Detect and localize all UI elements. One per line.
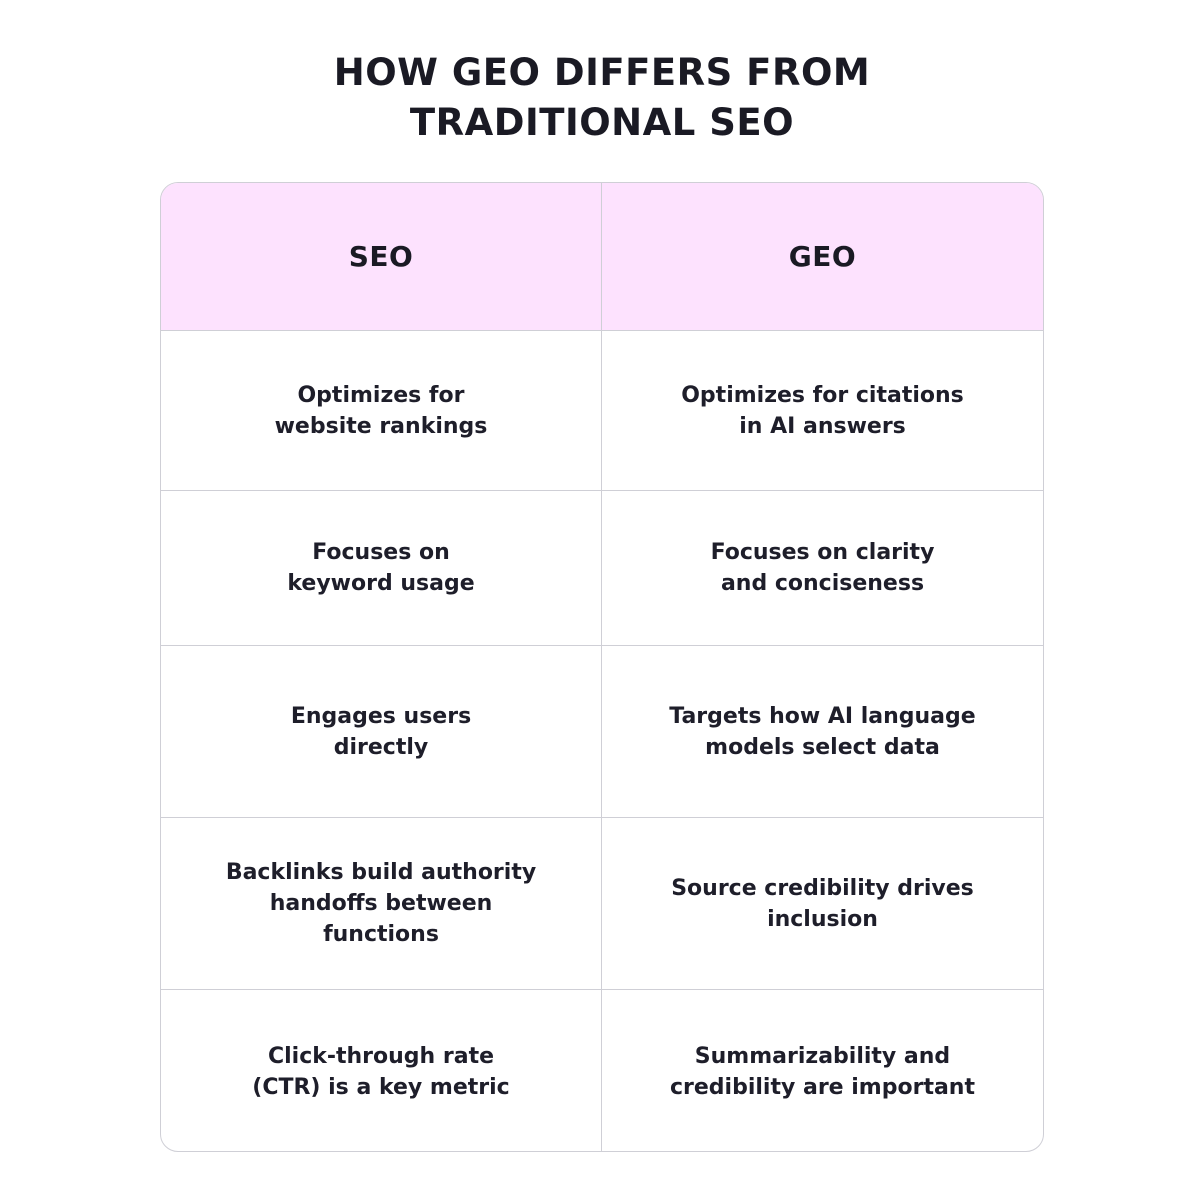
seo-cell: Backlinks build authority handoffs betwe… [161,818,602,989]
table-header-row: SEO GEO [161,183,1043,330]
seo-cell: Engages users directly [161,646,602,817]
geo-cell: Summarizability and credibility are impo… [670,1043,975,1100]
header-geo: GEO [788,240,857,273]
page-title: HOW GEO DIFFERS FROM TRADITIONAL SEO [0,48,1204,148]
table-row: Click-through rate (CTR) is a key metric… [161,989,1043,1151]
table-row: Optimizes for website rankings Optimizes… [161,330,1043,490]
header-seo: SEO [161,183,602,330]
seo-cell: Optimizes for website rankings [161,331,602,490]
page-title-line-1: HOW GEO DIFFERS FROM [333,51,871,94]
seo-cell: Focuses on keyword usage [161,491,602,645]
page-title-line-2: TRADITIONAL SEO [409,101,795,144]
geo-cell: Optimizes for citations in AI answers [681,382,964,439]
geo-cell: Source credibility drives inclusion [671,875,974,932]
seo-cell: Click-through rate (CTR) is a key metric [161,990,602,1151]
comparison-table: SEO GEO Optimizes for website rankings O… [160,182,1044,1152]
table-row: Backlinks build authority handoffs betwe… [161,817,1043,989]
table-row: Focuses on keyword usage Focuses on clar… [161,490,1043,645]
geo-cell: Targets how AI language models select da… [669,703,976,760]
geo-cell: Focuses on clarity and conciseness [710,540,935,596]
table-row: Engages users directly Targets how AI la… [161,645,1043,817]
